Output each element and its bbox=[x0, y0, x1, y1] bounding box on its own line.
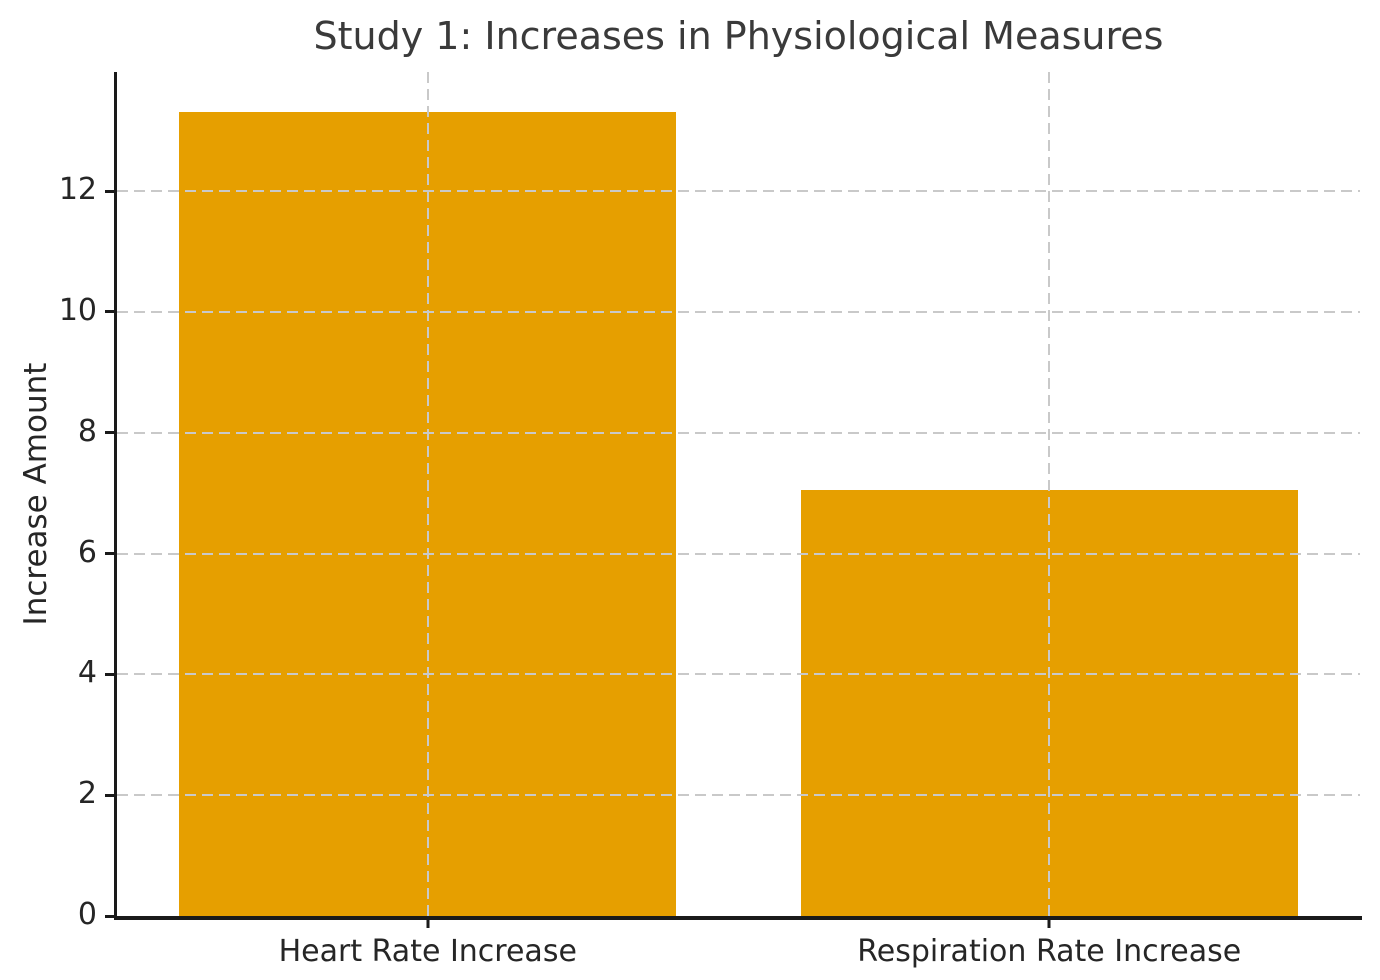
x-axis-spine bbox=[114, 916, 1362, 920]
y-tick-mark bbox=[105, 552, 114, 555]
y-tick-label: 4 bbox=[77, 655, 97, 691]
y-tick-label: 0 bbox=[77, 897, 97, 933]
h-gridline bbox=[117, 552, 1360, 555]
plot-area: Heart Rate Increase Respiration Rate Incr… bbox=[59, 72, 1362, 969]
h-gridline bbox=[117, 190, 1360, 193]
x-tick-mark bbox=[426, 918, 430, 928]
y-tick-mark bbox=[105, 672, 114, 676]
y-tick-label: 12 bbox=[58, 172, 97, 208]
y-tick-mark bbox=[105, 914, 114, 918]
y-tick-mark bbox=[105, 310, 114, 314]
chart-title: Study 1: Increases in Physiological Meas… bbox=[313, 14, 1164, 58]
h-gridline bbox=[117, 310, 1360, 313]
y-tick-mark bbox=[105, 189, 114, 193]
x-tick-label: Respiration Rate Increase bbox=[857, 934, 1242, 969]
v-gridline bbox=[426, 72, 429, 916]
y-tick-label: 2 bbox=[77, 776, 97, 812]
h-gridline bbox=[117, 673, 1360, 676]
v-gridline bbox=[1048, 72, 1051, 916]
h-gridline bbox=[117, 794, 1360, 797]
x-tick-label: Heart Rate Increase bbox=[278, 934, 577, 969]
h-gridline bbox=[117, 431, 1360, 434]
x-tick-mark bbox=[1047, 918, 1051, 928]
y-tick-label: 8 bbox=[77, 413, 97, 449]
y-tick-mark bbox=[105, 793, 114, 797]
y-tick-label: 6 bbox=[77, 534, 97, 570]
y-axis-spine bbox=[114, 72, 117, 918]
y-axis-label: Increase Amount bbox=[18, 362, 54, 626]
y-tick-label: 10 bbox=[58, 292, 97, 328]
y-tick-mark bbox=[105, 431, 114, 435]
